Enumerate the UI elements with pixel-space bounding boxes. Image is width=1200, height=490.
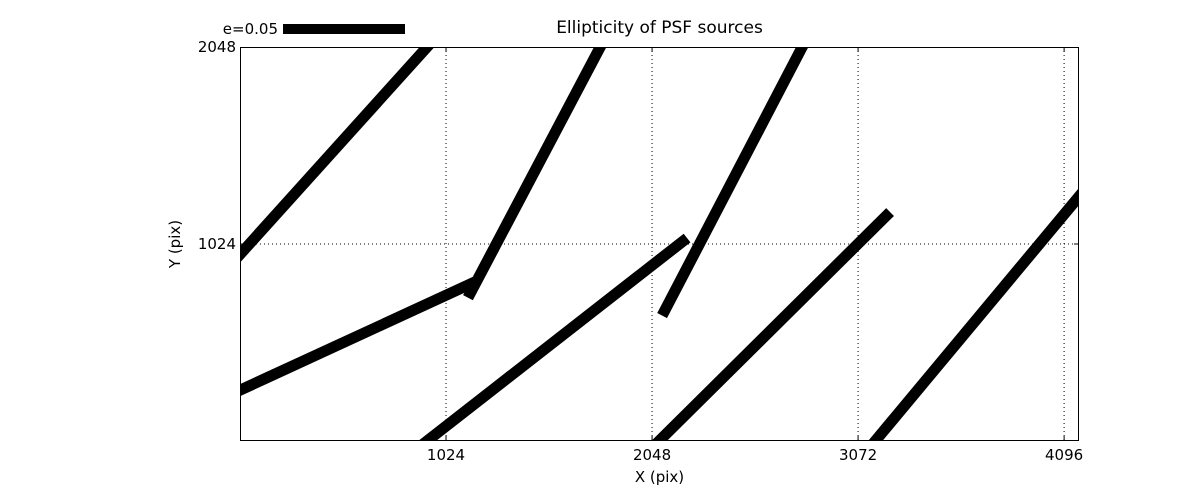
legend-whisker-sample-bar [283,24,405,34]
whisker-segment-5 [657,47,809,319]
whisker-segments [240,47,1079,441]
x-axis-label: X (pix) [634,468,685,486]
y-tick-label-1024: 1024 [197,235,236,253]
chart-title: Ellipticity of PSF sources [556,18,763,38]
whisker-segment-7 [868,187,1079,441]
x-tick-label-4096: 4096 [1045,446,1084,464]
axes-border [240,47,1079,441]
plot-area [240,47,1079,441]
whisker-segment-6 [651,208,894,441]
x-tick-label-1024: 1024 [426,446,466,464]
x-tick-label-2048: 2048 [632,446,672,464]
whisker-segment-4 [418,233,691,441]
legend-label: e=0.05 [222,20,278,38]
x-tick-label-3072: 3072 [838,446,878,464]
y-tick-label-2048: 2048 [197,38,236,56]
whisker-segment-3 [463,47,607,301]
whisker-segment-1 [240,47,435,263]
whisker-segment-2 [240,276,478,397]
